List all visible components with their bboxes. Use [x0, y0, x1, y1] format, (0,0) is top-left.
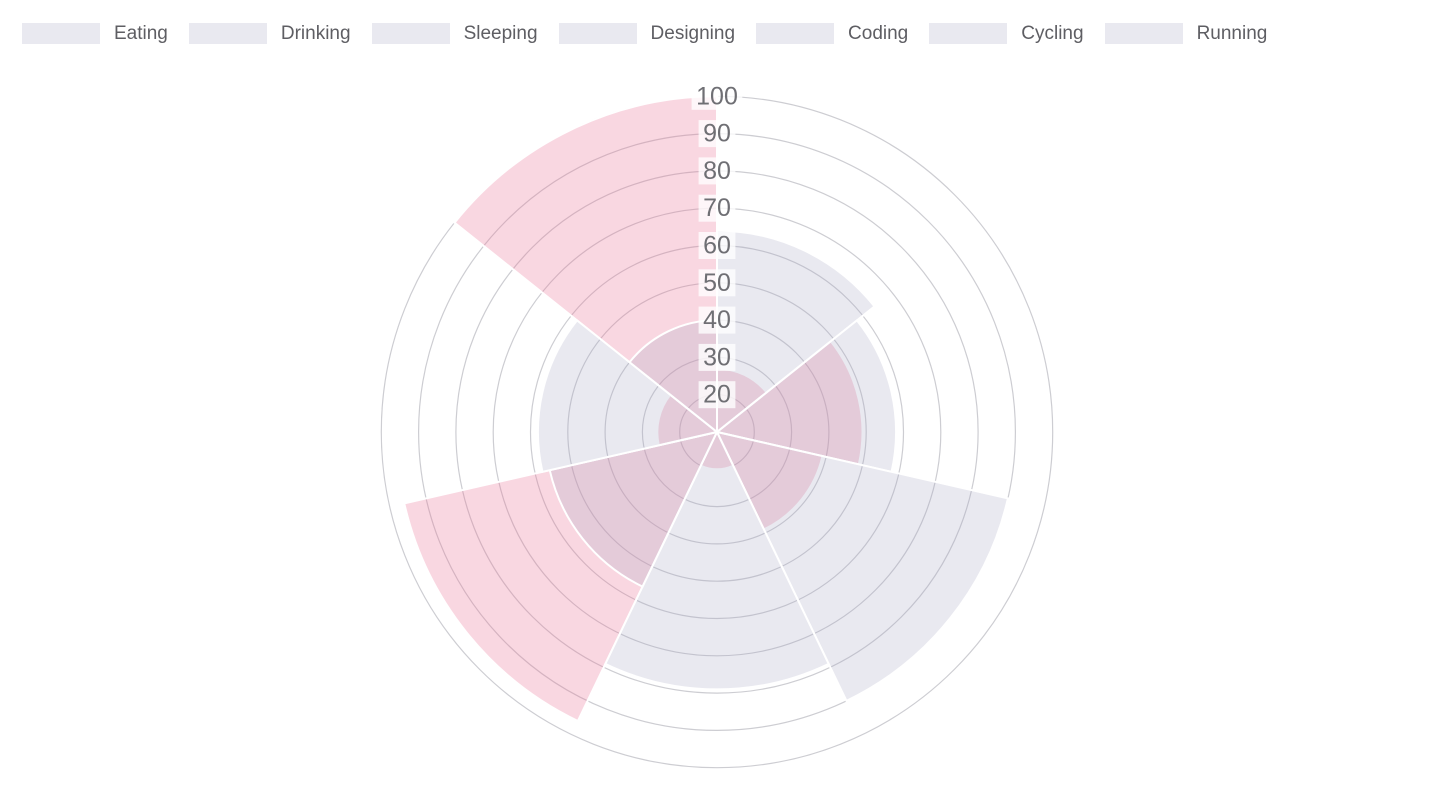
legend-item-label: Sleeping: [463, 23, 538, 44]
tick-label-30: 30: [703, 343, 731, 371]
legend-item-coding[interactable]: Coding: [756, 23, 908, 44]
legend-swatch: [188, 23, 267, 44]
tick-backdrop-80: [698, 157, 736, 185]
sector-gray-coding[interactable]: [548, 430, 719, 588]
sector-gray-drinking[interactable]: [714, 318, 898, 474]
legend-item-label: Coding: [848, 23, 909, 44]
tick-label-100: 100: [696, 82, 738, 110]
legend-item-label: Eating: [114, 23, 168, 44]
tick-label-70: 70: [703, 194, 731, 222]
sector-gray-designing[interactable]: [603, 429, 831, 691]
legend-item-label: Cycling: [1021, 23, 1084, 44]
chart-legend: Eating Drinking Sleeping Designing Coding Cyc…: [0, 0, 1444, 44]
series-gray: [536, 229, 1010, 703]
radial-tick-labels: 20 30 40 50 60 70 80 90 100: [691, 82, 743, 409]
legend-item-drinking[interactable]: Drinking: [188, 23, 351, 44]
tick-backdrop-60: [698, 232, 736, 259]
tick-label-90: 90: [703, 120, 731, 148]
legend-item-running[interactable]: Running: [1104, 23, 1268, 44]
legend-swatch: [1104, 23, 1183, 44]
tick-label-20: 20: [703, 381, 731, 409]
legend-item-designing[interactable]: Designing: [558, 23, 736, 44]
legend-item-cycling[interactable]: Cycling: [929, 23, 1084, 44]
legend-swatch: [756, 23, 835, 44]
legend-item-sleeping[interactable]: Sleeping: [371, 23, 538, 44]
legend-swatch: [22, 23, 100, 44]
legend-item-eating[interactable]: Eating: [22, 23, 168, 44]
legend-item-label: Drinking: [280, 23, 351, 44]
tick-label-80: 80: [703, 157, 731, 185]
tick-label-60: 60: [703, 232, 731, 260]
tick-label-50: 50: [703, 269, 731, 297]
tick-backdrop-20: [698, 381, 736, 409]
legend-swatch: [558, 23, 637, 44]
legend-item-label: Running: [1196, 23, 1268, 44]
series-pink: [403, 95, 864, 723]
legend-item-label: Designing: [650, 23, 736, 44]
tick-backdrop-50: [698, 269, 736, 297]
sector-gray-sleeping[interactable]: [715, 430, 1010, 703]
tick-label-40: 40: [703, 306, 731, 334]
tick-backdrop-40: [698, 306, 736, 334]
tick-backdrop-100: [691, 82, 743, 110]
sector-pink-sleeping[interactable]: [715, 430, 824, 531]
tick-backdrop-30: [698, 343, 736, 371]
tick-backdrop-90: [698, 120, 736, 148]
sector-pink-drinking[interactable]: [714, 339, 864, 466]
legend-swatch: [371, 23, 450, 44]
sector-pink-running[interactable]: [453, 95, 718, 435]
tick-backdrop-70: [698, 194, 736, 222]
sector-pink-cycling[interactable]: [656, 393, 720, 447]
sector-gray-cycling[interactable]: [536, 318, 720, 474]
sector-gray-eating[interactable]: [716, 229, 876, 435]
legend-swatch: [929, 23, 1008, 44]
sector-pink-coding[interactable]: [403, 430, 719, 723]
